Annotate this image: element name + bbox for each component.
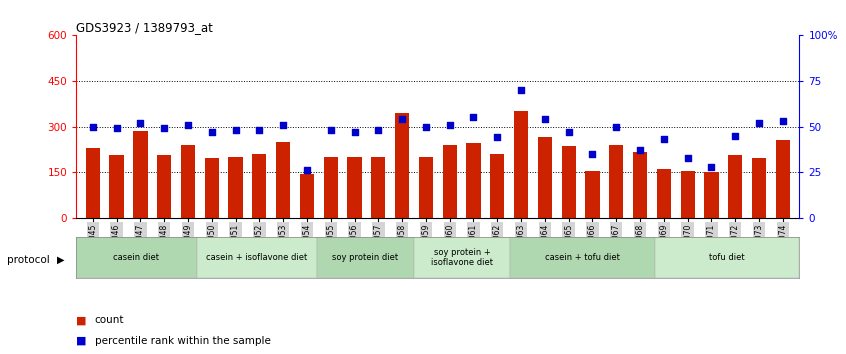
Point: [324, 127, 338, 133]
Point: [110, 126, 124, 131]
Point: [705, 164, 718, 170]
Point: [585, 151, 599, 157]
Text: percentile rank within the sample: percentile rank within the sample: [95, 336, 271, 346]
Bar: [728, 155, 742, 218]
Bar: [510, 237, 655, 278]
Bar: [704, 172, 718, 218]
Bar: [419, 157, 433, 218]
Bar: [85, 148, 100, 218]
Bar: [371, 157, 386, 218]
Bar: [414, 237, 510, 278]
Point: [514, 87, 528, 93]
Bar: [490, 154, 504, 218]
Point: [752, 120, 766, 126]
Point: [134, 120, 147, 126]
Text: GDS3923 / 1389793_at: GDS3923 / 1389793_at: [76, 21, 213, 34]
Point: [86, 124, 100, 130]
Bar: [348, 157, 361, 218]
Text: tofu diet: tofu diet: [709, 253, 745, 262]
Bar: [205, 159, 219, 218]
Point: [253, 127, 266, 133]
Point: [205, 129, 218, 135]
Point: [157, 126, 171, 131]
Point: [277, 122, 290, 127]
Bar: [228, 157, 243, 218]
Bar: [323, 157, 338, 218]
Text: count: count: [95, 315, 124, 325]
Point: [348, 129, 361, 135]
Bar: [585, 171, 600, 218]
Point: [562, 129, 575, 135]
Bar: [442, 145, 457, 218]
Point: [300, 167, 314, 173]
Bar: [157, 155, 171, 218]
Point: [228, 127, 242, 133]
Bar: [109, 155, 124, 218]
Point: [443, 122, 457, 127]
Text: casein + tofu diet: casein + tofu diet: [545, 253, 620, 262]
Bar: [752, 159, 766, 218]
Bar: [655, 237, 799, 278]
Text: protocol: protocol: [7, 255, 50, 265]
Point: [681, 155, 695, 160]
Point: [728, 133, 742, 138]
Text: ■: ■: [76, 315, 86, 325]
Point: [609, 124, 623, 130]
Point: [181, 122, 195, 127]
Bar: [276, 142, 290, 218]
Bar: [466, 143, 481, 218]
Bar: [181, 145, 195, 218]
Text: soy protein diet: soy protein diet: [332, 253, 398, 262]
Text: casein diet: casein diet: [113, 253, 159, 262]
Point: [419, 124, 432, 130]
Point: [395, 116, 409, 122]
Bar: [562, 146, 576, 218]
Bar: [395, 113, 409, 218]
Text: ■: ■: [76, 336, 86, 346]
Bar: [196, 237, 317, 278]
Bar: [514, 112, 528, 218]
Point: [467, 115, 481, 120]
Bar: [538, 137, 552, 218]
Bar: [633, 152, 647, 218]
Bar: [299, 174, 314, 218]
Bar: [776, 140, 790, 218]
Text: casein + isoflavone diet: casein + isoflavone diet: [206, 253, 308, 262]
Point: [491, 135, 504, 140]
Bar: [609, 145, 624, 218]
Point: [776, 118, 789, 124]
Point: [538, 116, 552, 122]
Bar: [252, 154, 266, 218]
Bar: [76, 237, 196, 278]
Point: [634, 147, 647, 153]
Bar: [317, 237, 414, 278]
Bar: [680, 171, 695, 218]
Point: [371, 127, 385, 133]
Text: ▶: ▶: [58, 255, 64, 265]
Bar: [133, 131, 147, 218]
Point: [657, 137, 671, 142]
Text: soy protein +
isoflavone diet: soy protein + isoflavone diet: [431, 248, 493, 267]
Bar: [656, 169, 671, 218]
